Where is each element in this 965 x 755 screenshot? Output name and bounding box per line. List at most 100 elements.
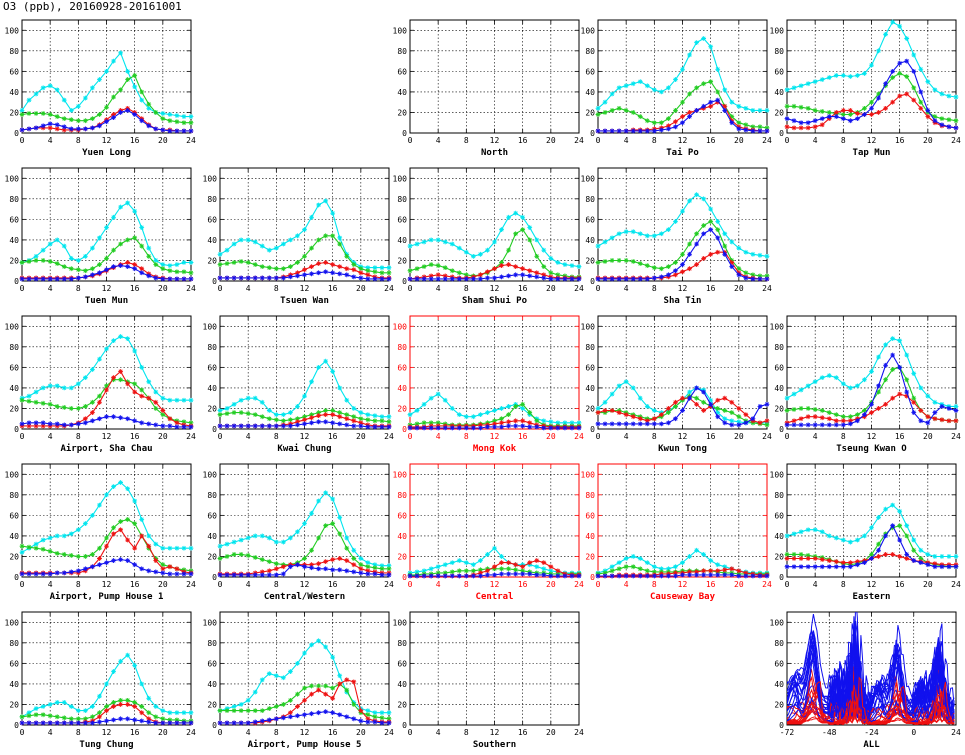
data-point (146, 421, 152, 427)
data-point (499, 406, 504, 411)
data-point (715, 249, 721, 255)
data-point (805, 105, 811, 111)
data-point (911, 68, 917, 74)
data-point (40, 123, 46, 129)
data-point (68, 406, 74, 411)
data-point (295, 529, 300, 535)
data-point (805, 383, 811, 389)
data-point (386, 424, 392, 430)
data-point (855, 116, 860, 122)
data-point (876, 383, 881, 389)
y-tick-label: 0 (779, 425, 784, 434)
data-point (911, 52, 917, 58)
data-point (729, 418, 735, 424)
data-point (125, 697, 131, 703)
data-point (833, 418, 839, 424)
y-tick-label: 60 (397, 67, 407, 76)
data-point (104, 535, 109, 541)
data-point (288, 237, 293, 243)
data-point (330, 496, 336, 502)
station-label: Tap Mun (853, 148, 891, 158)
y-tick-label: 80 (774, 47, 784, 56)
data-point (238, 397, 244, 403)
y-tick-label: 60 (207, 659, 217, 668)
data-point (527, 560, 533, 566)
data-point (160, 395, 166, 401)
data-point (252, 719, 258, 725)
data-point (729, 410, 735, 415)
data-point (139, 420, 145, 426)
data-point (139, 270, 145, 276)
data-point (869, 105, 874, 111)
data-point (932, 564, 938, 570)
data-point (499, 420, 504, 426)
data-point (379, 270, 385, 276)
data-point (680, 208, 685, 214)
data-point (68, 422, 74, 428)
data-point (68, 108, 74, 113)
data-point (365, 268, 371, 274)
x-tick-label: 12 (102, 580, 112, 589)
data-point (174, 276, 180, 282)
data-point (623, 573, 629, 579)
data-point (414, 569, 420, 575)
data-point (266, 671, 272, 677)
series-green (217, 233, 392, 276)
y-tick-label: 100 (770, 322, 785, 331)
data-point (295, 660, 300, 666)
data-point (139, 533, 145, 539)
data-point (729, 422, 735, 428)
data-point (288, 697, 293, 703)
x-tick-label: 0 (20, 728, 25, 737)
data-point (939, 564, 945, 570)
data-point (715, 568, 721, 574)
data-point (449, 569, 455, 575)
data-point (826, 564, 832, 570)
series-cyan (217, 490, 392, 569)
data-point (97, 693, 102, 699)
y-tick-label: 0 (402, 129, 407, 138)
data-point (323, 683, 329, 689)
data-point (805, 125, 811, 131)
y-tick-label: 40 (774, 532, 784, 541)
data-point (54, 720, 60, 726)
data-point (904, 556, 910, 561)
data-point (869, 410, 874, 415)
data-point (280, 275, 286, 281)
data-point (40, 85, 46, 91)
data-point (729, 99, 735, 105)
data-point (295, 273, 300, 279)
data-point (520, 214, 526, 220)
y-tick-label: 0 (402, 277, 407, 286)
data-point (47, 241, 53, 247)
data-point (132, 418, 138, 424)
data-point (506, 214, 511, 220)
data-point (784, 408, 790, 413)
data-point (54, 383, 60, 389)
data-point (386, 572, 392, 578)
data-point (160, 408, 166, 413)
data-point (651, 416, 657, 422)
data-point (97, 262, 102, 267)
data-point (715, 66, 721, 72)
data-point (555, 425, 561, 431)
data-point (75, 708, 81, 714)
x-tick-label: 0 (596, 580, 601, 589)
x-tick-label: 12 (678, 580, 688, 589)
data-point (548, 270, 554, 276)
data-point (826, 422, 832, 428)
data-point (499, 560, 504, 566)
data-point (764, 422, 770, 428)
station-label: Kwun Tong (658, 444, 707, 454)
y-tick-label: 100 (393, 470, 408, 479)
data-point (153, 704, 159, 709)
data-point (68, 385, 74, 391)
data-point (139, 393, 145, 399)
data-point (280, 564, 286, 570)
data-point (784, 116, 790, 122)
data-point (485, 410, 490, 415)
x-tick-label: 16 (706, 284, 716, 293)
y-tick-label: 100 (770, 470, 785, 479)
data-point (33, 420, 39, 426)
data-point (309, 562, 314, 568)
